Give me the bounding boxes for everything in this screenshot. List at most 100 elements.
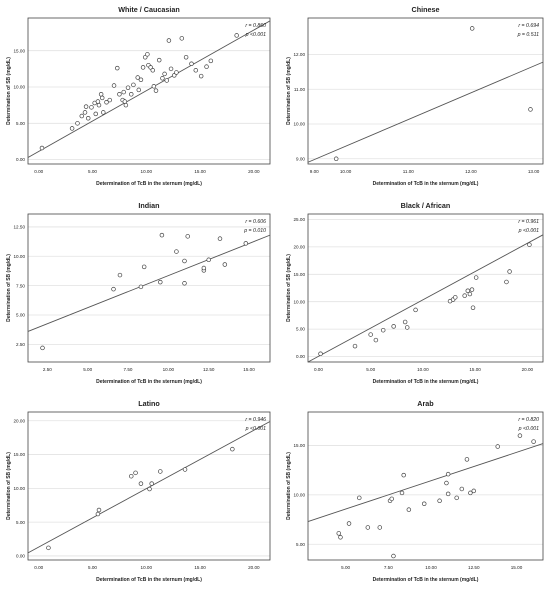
data-point bbox=[507, 269, 512, 274]
y-tick-label: 9.00 bbox=[296, 156, 305, 161]
data-point bbox=[222, 262, 228, 267]
y-tick-label: 15.00 bbox=[294, 443, 306, 448]
x-axis-label: Determination of TcB in the sternum (mg/… bbox=[96, 181, 202, 187]
data-point bbox=[133, 470, 138, 476]
data-point bbox=[148, 65, 153, 70]
stat-annotation: p = 0.010 bbox=[243, 228, 266, 234]
y-tick-label: 10.00 bbox=[14, 254, 26, 259]
data-point bbox=[391, 324, 396, 329]
data-point bbox=[230, 446, 235, 452]
x-tick-label: 7.50 bbox=[384, 565, 393, 570]
y-tick-label: 11.00 bbox=[294, 87, 306, 92]
data-point bbox=[217, 236, 223, 241]
data-point bbox=[141, 264, 147, 270]
data-point bbox=[82, 110, 88, 115]
fit-line bbox=[307, 443, 544, 522]
y-axis-label: Determination of SB (mg/dL) bbox=[286, 254, 292, 322]
data-point bbox=[234, 33, 239, 38]
chart-title: Indian bbox=[138, 201, 159, 210]
stat-annotation: p = 0.511 bbox=[517, 32, 540, 38]
plot-frame bbox=[27, 411, 271, 561]
data-point bbox=[85, 115, 91, 121]
data-point bbox=[469, 287, 475, 292]
data-point bbox=[471, 488, 477, 494]
stat-annotation: r = 0.961 bbox=[518, 219, 539, 225]
fit-line bbox=[27, 234, 271, 332]
data-point bbox=[151, 84, 157, 89]
data-point bbox=[79, 113, 85, 119]
stat-annotation: p <0.001 bbox=[518, 426, 539, 432]
data-point bbox=[160, 76, 165, 81]
data-point bbox=[89, 105, 94, 110]
stat-annotation: p <0.001 bbox=[245, 426, 266, 432]
data-point bbox=[174, 249, 179, 254]
y-tick-label: 5.00 bbox=[296, 327, 305, 332]
data-point bbox=[189, 61, 194, 67]
x-axis-label: Determination of TcB in the sternum (mg/… bbox=[96, 577, 202, 583]
data-point bbox=[166, 38, 172, 43]
data-point bbox=[208, 58, 214, 64]
y-tick-label: 20.00 bbox=[14, 418, 26, 423]
plot-frame bbox=[27, 17, 271, 165]
data-point bbox=[465, 288, 471, 293]
plot-frame bbox=[27, 213, 271, 363]
x-tick-label: 20.00 bbox=[522, 367, 534, 372]
y-tick-label: 5.00 bbox=[16, 520, 25, 525]
data-point bbox=[153, 88, 159, 93]
data-point bbox=[318, 351, 323, 357]
data-point bbox=[470, 305, 476, 310]
y-tick-label: 10.00 bbox=[294, 492, 306, 497]
x-tick-label: 20.00 bbox=[248, 169, 260, 174]
x-tick-label: 0.00 bbox=[34, 565, 43, 570]
data-point bbox=[467, 291, 473, 297]
y-tick-label: 5.00 bbox=[16, 313, 25, 318]
stat-annotation: r = 0.606 bbox=[245, 219, 266, 225]
data-point bbox=[93, 111, 99, 117]
x-tick-label: 10.00 bbox=[141, 169, 153, 174]
data-point bbox=[198, 73, 204, 79]
y-tick-label: 20.00 bbox=[294, 244, 306, 249]
data-point bbox=[365, 525, 371, 530]
data-point bbox=[99, 95, 105, 101]
data-point bbox=[149, 481, 154, 486]
data-point bbox=[404, 325, 410, 330]
x-tick-label: 15.00 bbox=[469, 367, 481, 372]
plot-frame bbox=[307, 213, 544, 363]
data-point bbox=[401, 472, 406, 478]
x-tick-label: 13.00 bbox=[528, 169, 540, 174]
data-point bbox=[333, 156, 339, 162]
x-axis-label: Determination of TcB in the sternum (mg/… bbox=[96, 379, 202, 385]
data-point bbox=[464, 457, 470, 462]
x-tick-label: 5.00 bbox=[88, 169, 97, 174]
data-point bbox=[115, 65, 120, 71]
data-point bbox=[527, 242, 532, 247]
data-point bbox=[531, 439, 536, 444]
data-point bbox=[377, 525, 383, 530]
fit-line bbox=[307, 234, 544, 363]
x-tick-label: 15.00 bbox=[243, 367, 255, 372]
plot-frame bbox=[307, 411, 544, 561]
data-point bbox=[182, 281, 187, 286]
data-point bbox=[46, 545, 51, 551]
x-tick-label: 7.50 bbox=[124, 367, 133, 372]
data-point bbox=[204, 64, 209, 69]
data-point bbox=[83, 104, 89, 109]
x-tick-label: 0.00 bbox=[314, 367, 323, 372]
data-point bbox=[69, 126, 75, 131]
data-point bbox=[158, 279, 163, 285]
y-axis-label: Determination of SB (mg/dL) bbox=[6, 57, 12, 125]
x-tick-label: 10.00 bbox=[163, 367, 175, 372]
x-tick-label: 10.00 bbox=[425, 565, 437, 570]
chart-title: White / Caucasian bbox=[118, 5, 180, 14]
data-point bbox=[193, 68, 199, 73]
y-tick-label: 5.00 bbox=[16, 121, 25, 126]
y-tick-label: 10.00 bbox=[14, 486, 26, 491]
data-point bbox=[168, 66, 174, 72]
chart-title: Chinese bbox=[412, 5, 440, 14]
data-point bbox=[346, 521, 352, 526]
data-point bbox=[138, 77, 144, 82]
data-point bbox=[96, 102, 102, 108]
data-point bbox=[135, 75, 140, 80]
data-point bbox=[462, 293, 467, 298]
data-point bbox=[473, 275, 479, 280]
